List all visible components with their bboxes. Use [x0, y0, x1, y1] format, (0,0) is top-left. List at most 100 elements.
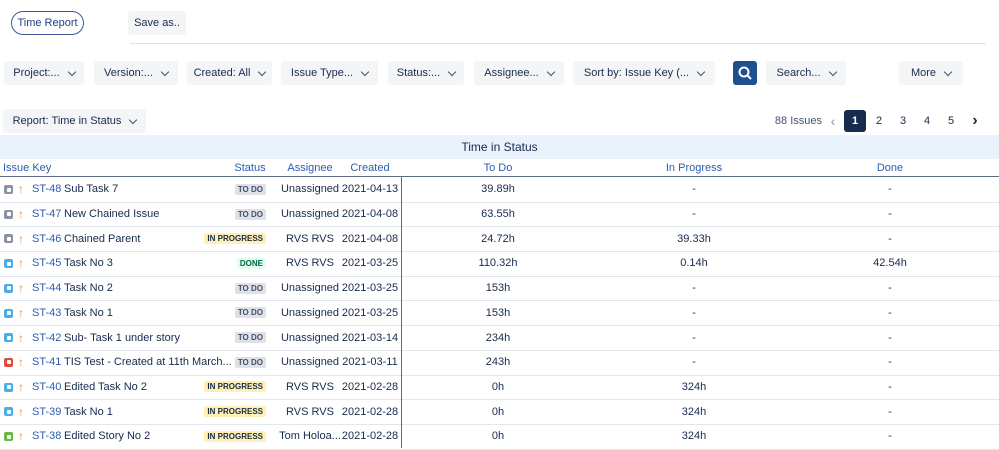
time-done: 42.54h — [873, 257, 907, 270]
issue-key[interactable]: ST-43 — [32, 306, 62, 319]
issue-type-glyph — [6, 261, 11, 266]
next-page[interactable]: › — [972, 112, 978, 129]
priority-arrow: ↑ — [18, 207, 24, 222]
issue-summary: Sub- Task 1 under story — [64, 331, 180, 344]
assignee: Tom Holoa... — [279, 430, 341, 443]
issue-count: 88 Issues — [774, 115, 822, 127]
time-report-button[interactable]: Time Report — [11, 11, 84, 35]
page-button[interactable]: 1 — [844, 110, 866, 132]
filter-dropdown[interactable]: Assignee... — [474, 61, 564, 85]
save-as-button[interactable]: Save as.. — [128, 11, 186, 35]
filter-dropdown[interactable]: Status:... — [388, 61, 464, 85]
time-to-do: 243h — [485, 356, 511, 369]
page-button[interactable]: 4 — [923, 115, 931, 127]
issue-type-icon — [4, 432, 13, 441]
table-row: ↑ ST-43 Task No 1 TO DO Unassigned 2021-03-25… — [0, 301, 999, 327]
created-date: 2021-03-25 — [341, 282, 399, 295]
filter-label: Issue Type... — [290, 67, 354, 79]
page-button[interactable]: 5 — [947, 115, 955, 127]
page-button[interactable]: 2 — [875, 115, 883, 127]
time-in-progress: 324h — [681, 405, 707, 418]
assignee: RVS RVS — [286, 232, 334, 245]
chevron — [67, 67, 76, 76]
time-done: - — [888, 232, 892, 245]
filter-dropdown[interactable]: Created: All — [187, 61, 272, 85]
column-header: To Do — [483, 161, 513, 174]
filter-dropdown[interactable]: Issue Type... — [281, 61, 378, 85]
chevron — [360, 67, 370, 76]
time-to-do: 153h — [485, 306, 511, 319]
issue-summary: Task No 2 — [64, 282, 113, 295]
created-date: 2021-04-08 — [341, 232, 399, 245]
filter-label: Project:... — [13, 67, 60, 79]
table-row: ↑ ST-48 Sub Task 7 TO DO Unassigned 2021-04-1… — [0, 177, 999, 203]
time-in-progress: 324h — [681, 380, 707, 393]
status-cell: IN PROGRESS — [200, 375, 266, 400]
issue-key[interactable]: ST-44 — [32, 282, 62, 295]
divider — [130, 43, 986, 44]
issue-type-glyph — [6, 335, 11, 340]
created-date: 2021-02-28 — [341, 430, 399, 443]
assignee: RVS RVS — [286, 257, 334, 270]
column-header: Issue Key — [3, 161, 52, 174]
priority-arrow: ↑ — [18, 231, 24, 246]
more-label: More — [910, 67, 937, 79]
priority-arrow: ↑ — [18, 404, 24, 419]
time-in-progress: - — [692, 183, 696, 196]
issue-key[interactable]: ST-41 — [32, 356, 62, 369]
time-to-do: 0h — [491, 430, 505, 443]
issue-type-glyph — [6, 409, 11, 414]
time-done: - — [888, 306, 892, 319]
created-date: 2021-03-14 — [341, 331, 399, 344]
time-to-do: 110.32h — [478, 257, 518, 270]
prev-page[interactable]: ‹ — [830, 113, 836, 129]
status-cell: TO DO — [200, 325, 266, 350]
time-done: - — [888, 405, 892, 418]
table-row: ↑ ST-39 Task No 1 IN PROGRESS RVS RVS 2021-02… — [0, 399, 999, 425]
issue-summary: Task No 1 — [64, 405, 113, 418]
time-to-do: 0h — [491, 380, 505, 393]
issue-key[interactable]: ST-45 — [32, 257, 62, 270]
issue-type-glyph — [6, 236, 11, 241]
issue-type-glyph — [6, 311, 11, 315]
report-label: Report: Time in Status — [12, 115, 122, 127]
issue-type-glyph — [6, 360, 11, 365]
table-row: ↑ ST-44 Task No 2 TO DO Unassigned 2021-03-25… — [0, 276, 999, 302]
time-in-progress: 0.14h — [680, 257, 708, 270]
issue-key[interactable]: ST-40 — [32, 380, 62, 393]
issue-type-glyph — [6, 434, 11, 439]
status-badge: IN PROGRESS — [204, 233, 266, 245]
filter-dropdown[interactable]: Sort by: Issue Key (... — [573, 61, 715, 85]
issue-key[interactable]: ST-38 — [32, 430, 62, 443]
chevron — [447, 67, 457, 76]
issue-type-icon — [4, 234, 13, 244]
time-done: - — [888, 183, 892, 196]
issue-key[interactable]: ST-39 — [32, 405, 62, 418]
status-badge: IN PROGRESS — [204, 381, 266, 393]
issue-type-glyph — [6, 286, 11, 291]
priority-arrow: ↑ — [18, 355, 24, 370]
page-button[interactable]: 3 — [899, 115, 907, 127]
issue-summary: New Chained Issue — [64, 208, 160, 221]
time-to-do: 0h — [491, 405, 505, 418]
issue-key[interactable]: ST-46 — [32, 232, 62, 245]
table-row: ↑ ST-47 New Chained Issue TO DO Unassigned 20… — [0, 202, 999, 228]
issue-summary: Sub Task 7 — [64, 183, 119, 196]
status-cell: IN PROGRESS — [200, 424, 266, 449]
filter-dropdown[interactable]: Project:... — [4, 61, 84, 85]
search-dropdown[interactable]: Search... — [766, 61, 846, 85]
time-to-do: 24.72h — [481, 232, 515, 245]
more-dropdown[interactable]: More — [899, 61, 963, 85]
time-in-progress: - — [692, 282, 696, 295]
filter-dropdown[interactable]: Version:... — [94, 61, 178, 85]
time-to-do: 234h — [485, 331, 511, 344]
issue-summary: Edited Task No 2 — [64, 380, 147, 393]
issue-key[interactable]: ST-42 — [32, 331, 62, 344]
column-header: Done — [876, 161, 904, 174]
report-dropdown[interactable]: Report: Time in Status — [3, 109, 146, 133]
issue-key[interactable]: ST-48 — [32, 183, 62, 196]
column-header: Assignee — [287, 161, 333, 174]
issue-summary: TIS Test - Created at 11th March... — [64, 356, 232, 369]
issue-key[interactable]: ST-47 — [32, 208, 62, 221]
search-icon-button[interactable] — [733, 61, 757, 85]
